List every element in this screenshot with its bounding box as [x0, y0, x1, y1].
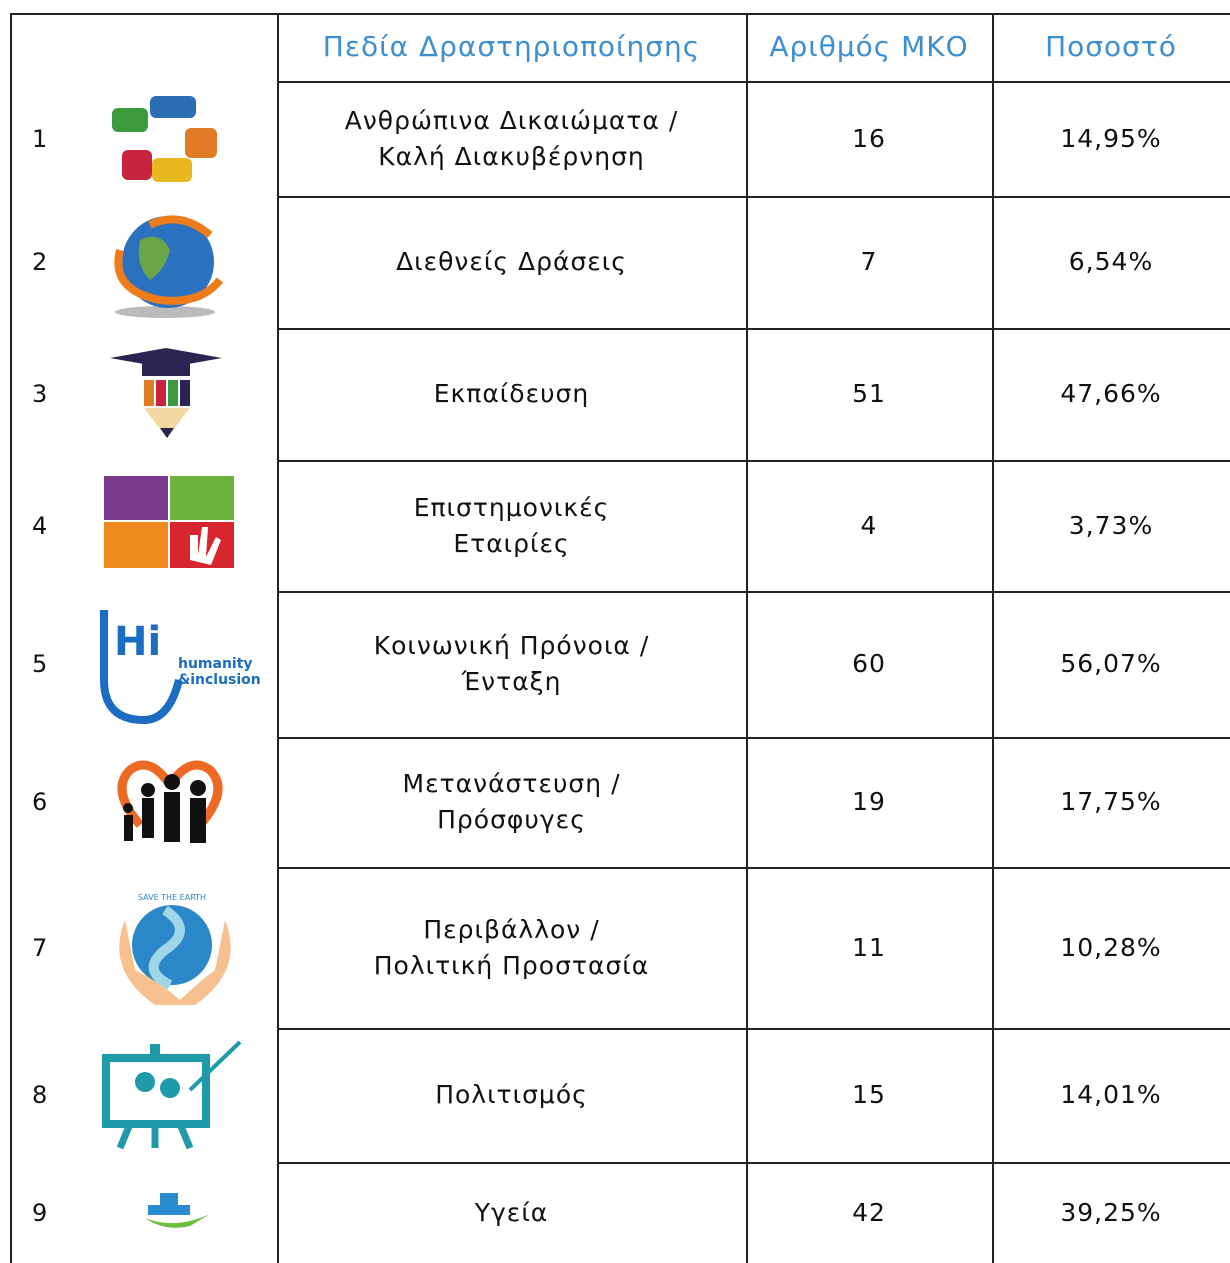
field-cell: Ανθρώπινα Δικαιώματα / Καλή Διακυβέρνηση [277, 81, 746, 196]
border [277, 1028, 1230, 1030]
field-cell: Διεθνείς Δράσεις [277, 196, 746, 328]
percent-cell: 14,95% [1060, 123, 1162, 153]
field-cell: Περιβάλλον / Πολιτική Προστασία [277, 867, 746, 1028]
row-number: 1 [32, 124, 48, 153]
field-line: Διεθνείς Δράσεις [396, 247, 627, 276]
icon-health [145, 1193, 210, 1228]
field-line: Πολιτική Προστασία [373, 950, 650, 980]
count-cell: 51 [852, 379, 886, 408]
border [277, 737, 1230, 739]
field-line: Μετανάστευση / [402, 769, 621, 798]
field-line: Ανθρώπινα Δικαιώματα / [344, 105, 679, 135]
svg-text:Hi: Hi [114, 619, 161, 665]
border [746, 13, 748, 1263]
field-line: Πρόσφυγες [437, 805, 586, 834]
field-line: Πολιτισμός [435, 1080, 588, 1109]
header-cell: Αριθμός ΜΚΟ [769, 30, 969, 63]
count-cell: 4 [860, 510, 878, 540]
field-line: Επιστημονικές [413, 492, 610, 522]
border [277, 867, 1230, 869]
percent-cell: 17,75% [1060, 787, 1162, 816]
field-line: Εκπαίδευση [433, 379, 590, 408]
row-number: 2 [32, 248, 48, 276]
icon-science [104, 476, 234, 568]
icon-text: humanity [178, 656, 253, 672]
icon-migration [117, 760, 223, 843]
header-cell: Πεδία Δραστηριοποίησης [322, 30, 701, 63]
icon-human-rights [112, 96, 217, 182]
percent-cell: 3,73% [1068, 510, 1154, 540]
field-line: Ένταξη [461, 667, 562, 696]
border [277, 460, 1230, 462]
field-line: Κοινωνική Πρόνοια / [373, 631, 650, 660]
header-cell: Ποσοστό [1045, 30, 1177, 63]
row-number: 9 [32, 1198, 48, 1227]
icon-humanity-inclusion: Hi humanity &inclusion [100, 610, 261, 725]
border [277, 591, 1230, 593]
row-number: 3 [32, 380, 48, 408]
border [277, 81, 1230, 83]
field-line: Περιβάλλον / [423, 914, 600, 944]
border [277, 1162, 1230, 1164]
border [277, 196, 1230, 198]
row-number: 6 [32, 788, 48, 816]
border [277, 13, 279, 1263]
field-line: Υγεία [474, 1197, 549, 1227]
border [992, 13, 994, 1263]
icon-text: &inclusion [178, 672, 261, 688]
field-cell: Υγεία [277, 1162, 746, 1263]
count-cell: 60 [852, 649, 886, 678]
field-cell: Μετανάστευση / Πρόσφυγες [277, 737, 746, 867]
percent-cell: 14,01% [1060, 1080, 1162, 1109]
field-cell: Πολιτισμός [277, 1028, 746, 1162]
percent-cell: 47,66% [1060, 379, 1162, 408]
icon-text: SAVE THE EARTH [138, 893, 206, 902]
row-number: 7 [32, 933, 48, 962]
icon-globe [114, 215, 224, 318]
border [277, 328, 1230, 330]
row-number: 8 [32, 1081, 48, 1109]
icon-culture [102, 1040, 242, 1150]
percent-cell: 6,54% [1068, 247, 1154, 276]
percent-cell: 56,07% [1060, 649, 1162, 678]
percent-cell: 10,28% [1060, 932, 1162, 962]
count-cell: 11 [852, 932, 886, 962]
field-cell: Κοινωνική Πρόνοια / Ένταξη [277, 591, 746, 737]
count-cell: 16 [852, 123, 886, 153]
border [10, 13, 12, 1263]
field-cell: Εκπαίδευση [277, 328, 746, 460]
count-cell: 42 [852, 1197, 886, 1227]
count-cell: 15 [852, 1080, 886, 1109]
icons: Hi humanity &inclusion SAVE THE EARTH [100, 96, 261, 1228]
row-number: 5 [32, 650, 48, 678]
count-cell: 19 [852, 787, 886, 816]
percent-cell: 39,25% [1060, 1197, 1162, 1227]
border [10, 13, 1230, 15]
field-cell: Επιστημονικές Εταιρίες [277, 460, 746, 591]
field-line: Καλή Διακυβέρνηση [378, 141, 645, 171]
row-number: 4 [32, 511, 48, 540]
count-cell: 7 [860, 247, 878, 276]
icon-environment: SAVE THE EARTH [119, 893, 231, 1005]
icon-education [110, 348, 222, 438]
field-line: Εταιρίες [453, 528, 570, 558]
